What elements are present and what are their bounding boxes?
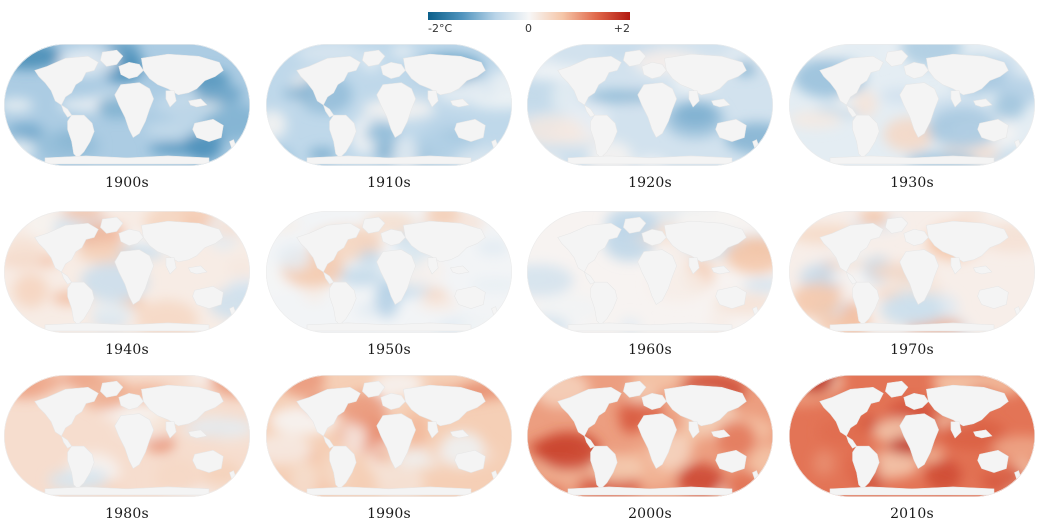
decade-label: 2000s [628, 506, 672, 522]
map-panel: 1960s [527, 211, 773, 361]
decade-label: 2010s [890, 506, 934, 522]
land-masses [296, 49, 498, 165]
land-masses [296, 380, 498, 496]
map-frame [4, 44, 250, 166]
map-frame [789, 211, 1035, 333]
map-panel: 1940s [4, 211, 250, 361]
decade-label: 1900s [105, 175, 149, 191]
decade-label: 1940s [105, 342, 149, 358]
map-frame [527, 375, 773, 497]
anomaly-map [4, 375, 250, 497]
anomaly-map [789, 44, 1035, 166]
decade-label: 1910s [367, 175, 411, 191]
anomaly-map [789, 211, 1035, 333]
map-grid: 1900s 1910s 1920s 1930s 1940s 1950s 1960s 1970s… [0, 44, 1038, 525]
map-frame [4, 211, 250, 333]
anomaly-map [527, 44, 773, 166]
anomaly-map [789, 375, 1035, 497]
map-panel: 1970s [789, 211, 1035, 361]
land-masses [557, 49, 759, 165]
decade-label: 1960s [628, 342, 672, 358]
anomaly-map [4, 211, 250, 333]
map-frame [266, 211, 512, 333]
land-masses [819, 49, 1021, 165]
anomaly-map [266, 375, 512, 497]
legend-color-scale [428, 12, 630, 20]
legend-max-label: +2 [613, 22, 630, 35]
anomaly-map [266, 44, 512, 166]
land-masses [296, 216, 498, 332]
map-frame [4, 375, 250, 497]
map-frame [789, 375, 1035, 497]
map-frame [266, 375, 512, 497]
decade-label: 1920s [628, 175, 672, 191]
map-panel: 1950s [266, 211, 512, 361]
map-frame [527, 44, 773, 166]
map-panel: 1930s [789, 44, 1035, 194]
map-panel: 1980s [4, 375, 250, 525]
map-panel: 1910s [266, 44, 512, 194]
land-masses [819, 380, 1021, 496]
map-frame [266, 44, 512, 166]
color-legend: -2°C 0 +2 [428, 12, 630, 36]
legend-mid-label: 0 [525, 22, 532, 35]
land-masses [557, 380, 759, 496]
land-masses [34, 380, 236, 496]
map-panel: 2010s [789, 375, 1035, 525]
map-panel: 1990s [266, 375, 512, 525]
land-masses [34, 216, 236, 332]
map-panel: 1900s [4, 44, 250, 194]
anomaly-map [527, 375, 773, 497]
land-masses [557, 216, 759, 332]
map-frame [527, 211, 773, 333]
legend-min-label: -2°C [428, 22, 453, 35]
decade-label: 1970s [890, 342, 934, 358]
decade-label: 1980s [105, 506, 149, 522]
decade-label: 1930s [890, 175, 934, 191]
land-masses [34, 49, 236, 165]
map-frame [789, 44, 1035, 166]
anomaly-map [266, 211, 512, 333]
decade-label: 1990s [367, 506, 411, 522]
anomaly-map [527, 211, 773, 333]
map-panel: 2000s [527, 375, 773, 525]
anomaly-map [4, 44, 250, 166]
decade-label: 1950s [367, 342, 411, 358]
land-masses [819, 216, 1021, 332]
map-panel: 1920s [527, 44, 773, 194]
